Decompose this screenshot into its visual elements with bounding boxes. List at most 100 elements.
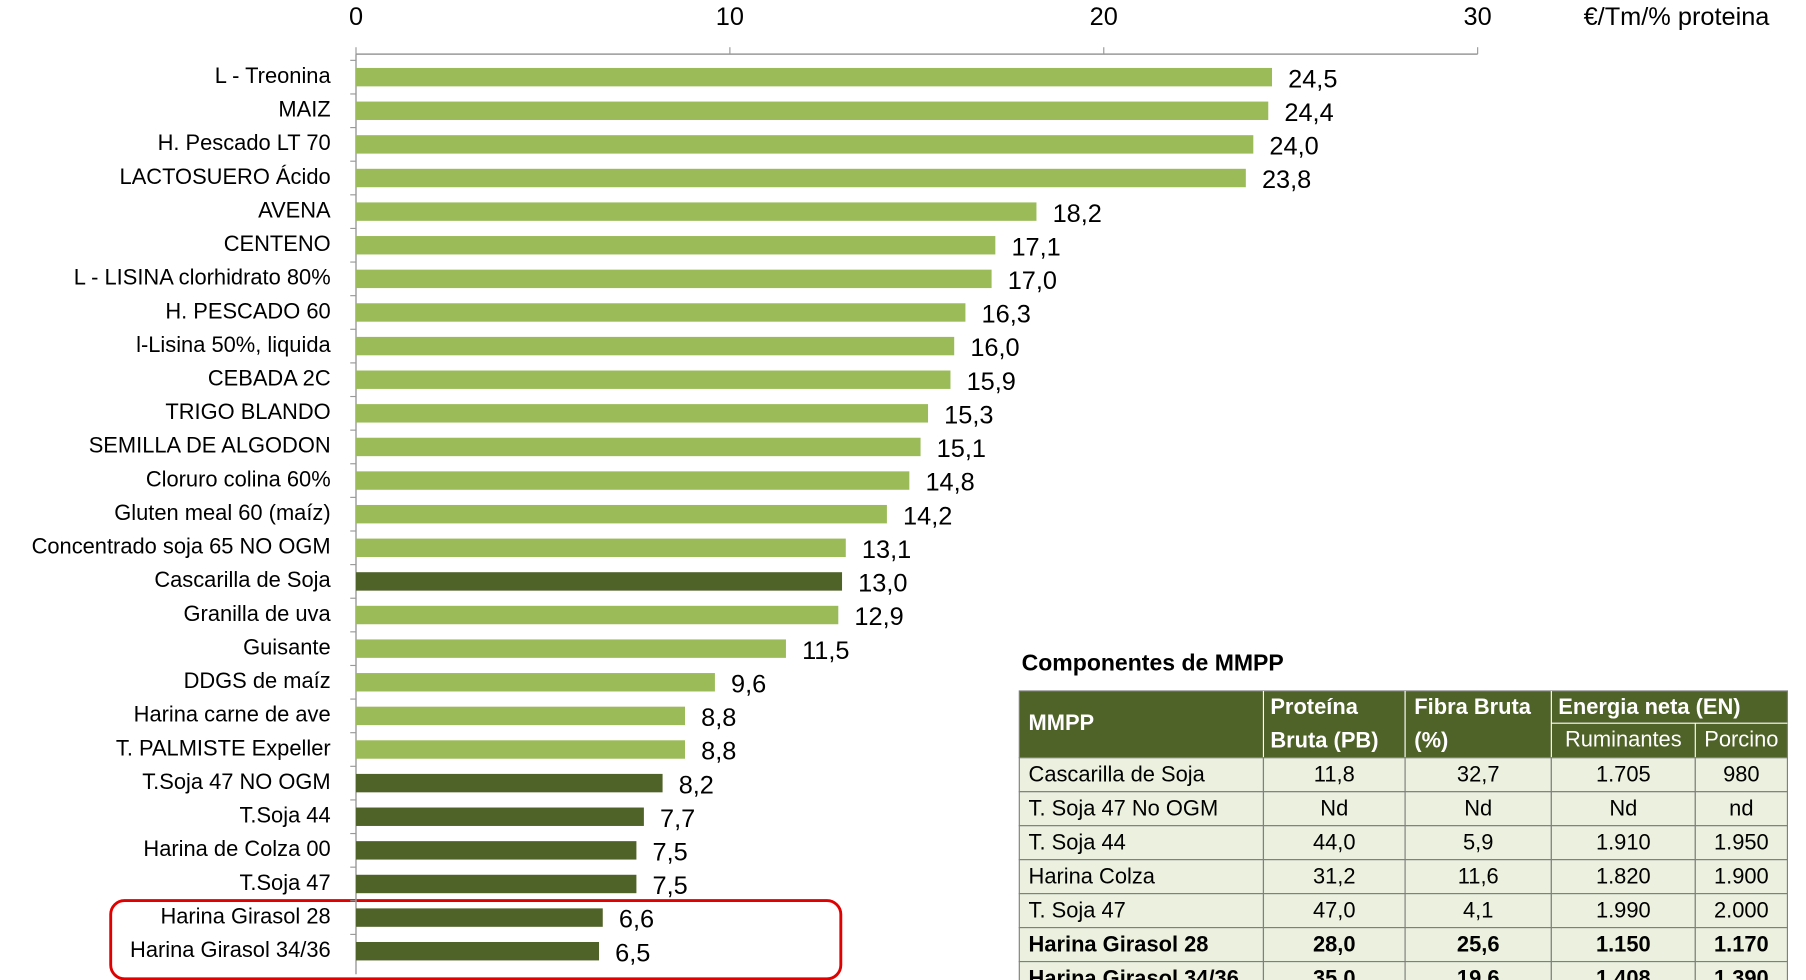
category-label: Granilla de uva (184, 601, 332, 626)
table-text: 1.705 (1596, 762, 1651, 787)
bar (355, 706, 686, 726)
bar (355, 908, 603, 927)
table-text: Nd (1464, 796, 1492, 821)
value-label: 16,0 (970, 334, 1019, 362)
table-cell (1694, 859, 1788, 895)
bar (355, 841, 637, 860)
bar (355, 404, 929, 423)
header-cell: MMPP (1029, 710, 1095, 735)
highlight-box (109, 899, 843, 980)
table-text: Nd (1609, 796, 1637, 821)
bar (355, 236, 996, 255)
table-text: 1.900 (1714, 864, 1769, 889)
table-cell (1694, 927, 1788, 963)
value-label: 15,1 (937, 435, 986, 463)
bar (355, 605, 839, 625)
table-text: 980 (1723, 762, 1760, 787)
table-text: T. Soja 47 (1029, 898, 1126, 923)
bar (355, 471, 910, 490)
bar (355, 269, 992, 289)
table-cell (1018, 859, 1265, 895)
table-text: Harina Colza (1029, 864, 1156, 889)
table-text: 1.950 (1714, 830, 1769, 855)
table-text: 4,1 (1463, 898, 1493, 923)
table-text: Harina Girasol 28 (1029, 932, 1209, 957)
category-label: Harina Girasol 28 (160, 903, 330, 928)
category-label: LACTOSUERO Ácido (120, 164, 331, 189)
value-label: 15,3 (944, 401, 993, 429)
value-label: 17,1 (1011, 233, 1060, 261)
table-text: 1.910 (1596, 830, 1651, 855)
value-label: 12,9 (854, 603, 903, 631)
value-label: 23,8 (1262, 166, 1311, 194)
category-label: L - LISINA clorhidrato 80% (74, 265, 331, 290)
category-label: Cloruro colina 60% (146, 466, 331, 491)
table-text: Cascarilla de Soja (1029, 762, 1206, 787)
header-cell: Porcino (1704, 726, 1778, 751)
table-cell (1018, 927, 1265, 963)
bar (355, 639, 786, 658)
category-label: T. PALMISTE Expeller (116, 735, 331, 760)
table-cell (1694, 791, 1788, 827)
value-label: 6,5 (615, 939, 650, 967)
table-text: 1.820 (1596, 864, 1651, 889)
table-text: 1.408 (1596, 965, 1651, 980)
value-label: 7,7 (660, 805, 695, 833)
bar (355, 202, 1037, 221)
table-text: 2.000 (1714, 898, 1769, 923)
value-label: 8,8 (701, 704, 736, 732)
x-tick-label: 0 (349, 3, 363, 31)
bar (355, 538, 846, 558)
table-text: 11,8 (1314, 762, 1355, 787)
header-cell: Bruta (PB) (1270, 727, 1378, 752)
table-cell (1404, 825, 1552, 861)
table-cell (1550, 791, 1696, 827)
value-label: 13,0 (858, 570, 907, 598)
header-cell: Fibra Bruta (1414, 694, 1532, 719)
category-label: Cascarilla de Soja (154, 567, 331, 592)
table-cell (1694, 893, 1788, 929)
category-label: CENTENO (224, 231, 331, 256)
bar (355, 437, 921, 457)
bar (355, 370, 951, 389)
table-text: 1.390 (1714, 965, 1769, 980)
bar (355, 504, 887, 524)
value-label: 15,9 (967, 368, 1016, 396)
category-label: TRIGO BLANDO (165, 399, 330, 424)
value-label: 17,0 (1008, 267, 1057, 295)
table-cell (1694, 757, 1788, 793)
value-label: 13,1 (862, 536, 911, 564)
table-cell (1262, 859, 1406, 895)
bar (355, 168, 1246, 188)
table-text: 19,6 (1457, 965, 1500, 980)
category-label: MAIZ (278, 97, 330, 122)
table-cell (1404, 859, 1552, 895)
category-label: l-Lisina 50%, liquida (136, 332, 331, 357)
bar (355, 673, 715, 692)
table-text: 25,6 (1457, 932, 1500, 957)
category-label: H. PESCADO 60 (165, 298, 330, 323)
value-label: 24,0 (1269, 133, 1318, 161)
bar (355, 807, 644, 826)
table-text: T. Soja 44 (1029, 830, 1126, 855)
bar (355, 67, 1273, 87)
bar (355, 874, 637, 894)
value-label: 24,5 (1288, 65, 1337, 93)
table-text: 31,2 (1313, 864, 1356, 889)
table-cell (1550, 825, 1696, 861)
category-label: T.Soja 47 (239, 870, 330, 895)
header-cell: (%) (1414, 727, 1448, 752)
table-text: Harina Girasol 34/36 (1029, 965, 1239, 980)
category-label: DDGS de maíz (184, 668, 331, 693)
value-label: 8,8 (701, 738, 736, 766)
header-cell: Ruminantes (1565, 726, 1682, 751)
category-label: T.Soja 47 NO OGM (142, 769, 330, 794)
category-label: AVENA (258, 197, 331, 222)
category-label: H. Pescado LT 70 (158, 130, 331, 155)
table-text: 44,0 (1313, 830, 1356, 855)
value-label: 11,5 (802, 637, 849, 665)
value-label: 14,2 (903, 502, 952, 530)
table-text: 1.170 (1714, 932, 1769, 957)
bar (355, 773, 663, 793)
bar (355, 336, 955, 356)
